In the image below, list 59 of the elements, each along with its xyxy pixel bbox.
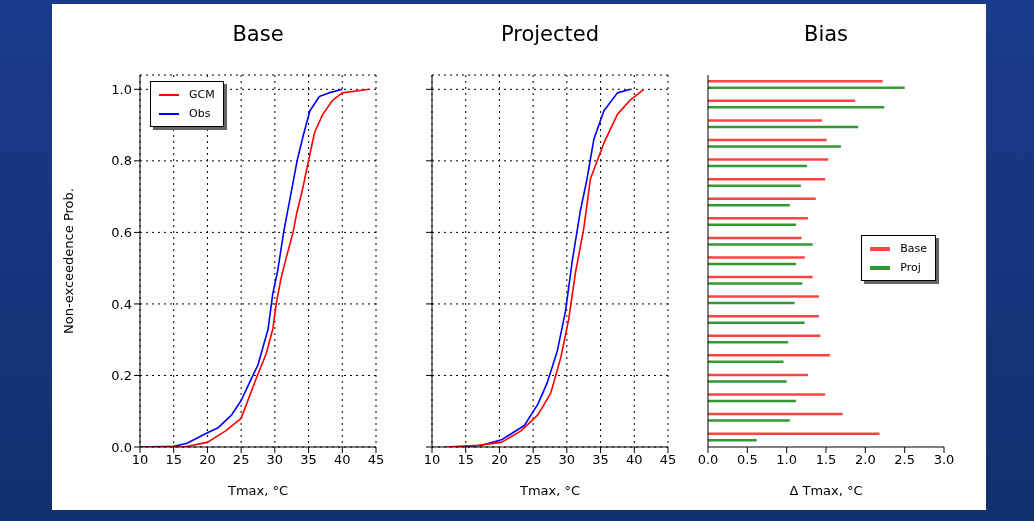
bar (708, 282, 803, 285)
bar (708, 158, 829, 161)
x-axis-title: Tmax, °C (226, 483, 289, 498)
x-tick-label: 0.0 (697, 452, 719, 468)
x-tick-label: 35 (300, 452, 317, 468)
bar (708, 341, 789, 344)
x-tick-label: 20 (199, 452, 216, 468)
legend-label: GCM (189, 88, 215, 101)
x-axis-title: Δ Tmax, °C (789, 483, 863, 498)
x-tick-label: 2.5 (894, 452, 916, 468)
x-tick-label: 35 (592, 452, 609, 468)
chart-title: Base (231, 22, 285, 46)
y-tick-label: 0.8 (111, 153, 132, 169)
bar (708, 217, 808, 220)
legend-label: Obs (189, 107, 211, 120)
x-tick-label: 30 (558, 452, 576, 468)
y-axis-title: Non-exceedence Prob. (60, 188, 76, 334)
bar (708, 321, 805, 324)
legend-label: Proj (900, 261, 921, 274)
bar (708, 243, 813, 246)
x-tick-label: 15 (457, 452, 474, 468)
y-tick-label: 0.6 (111, 225, 132, 240)
x-tick-label: 0.5 (736, 452, 758, 468)
x-tick-label: 25 (232, 452, 250, 468)
bar (708, 80, 883, 83)
y-tick-label: 0.0 (111, 439, 132, 455)
x-tick-label: 15 (165, 452, 182, 468)
bar (708, 295, 819, 298)
bar (708, 106, 885, 109)
x-tick-label: 40 (626, 452, 643, 468)
bar (708, 145, 841, 148)
bar (708, 256, 805, 259)
x-tick-label: 1.0 (776, 452, 798, 468)
chart-title: Bias (802, 22, 850, 46)
x-tick-label: 3.0 (933, 452, 955, 468)
chart-title: Projected (499, 22, 601, 46)
x-tick-label: 45 (367, 452, 385, 468)
legend-label: Base (900, 242, 927, 255)
x-tick-label: 40 (334, 452, 351, 468)
bar (708, 419, 790, 422)
bar (708, 393, 826, 396)
x-tick-label: 20 (491, 452, 508, 468)
y-tick-label: 1.0 (111, 81, 132, 97)
bar (708, 354, 830, 357)
x-tick-label: 30 (266, 452, 284, 468)
y-tick-label: 0.4 (111, 296, 132, 312)
x-tick-label: 1.5 (815, 452, 837, 468)
bar (708, 184, 801, 187)
bar (708, 119, 823, 122)
bar (708, 432, 880, 435)
x-tick-label: 2.0 (854, 452, 876, 468)
x-axis-title: Tmax, °C (518, 483, 581, 498)
x-tick-label: 45 (659, 452, 677, 468)
bar (708, 380, 787, 383)
x-tick-label: 10 (131, 452, 149, 468)
x-tick-label: 25 (524, 452, 542, 468)
y-tick-label: 0.2 (111, 368, 132, 384)
bar (708, 197, 816, 200)
x-tick-label: 10 (423, 452, 441, 468)
